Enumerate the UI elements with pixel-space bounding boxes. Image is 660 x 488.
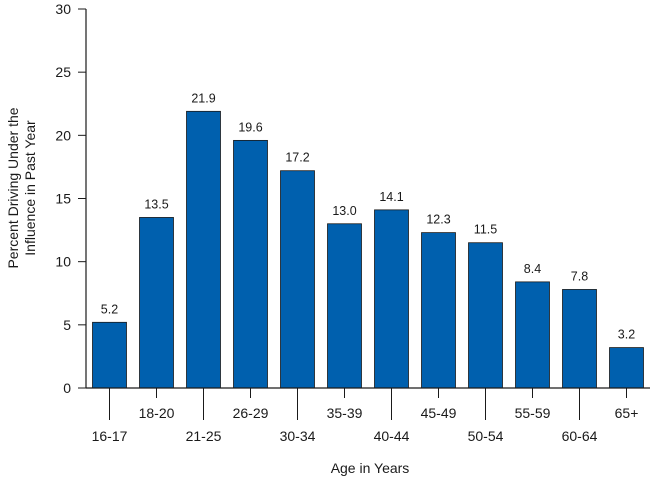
- data-label-50-54: 11.5: [474, 223, 497, 237]
- y-tick-label: 10: [55, 254, 71, 270]
- x-tick-label-65+: 65+: [615, 405, 639, 421]
- data-label-30-34: 17.2: [285, 151, 309, 165]
- y-axis-title-text: Percent Driving Under theInfluence in Pa…: [5, 107, 38, 268]
- x-tick-label-40-44: 40-44: [374, 428, 410, 444]
- data-label-16-17: 5.2: [101, 302, 118, 316]
- y-axis-title: Percent Driving Under theInfluence in Pa…: [5, 107, 38, 268]
- x-axis: 16-17 18-20 21-25 26-29 30-34 35-39 40-44 45-49…: [86, 387, 650, 444]
- x-tick-label-45-49: 45-49: [421, 405, 457, 421]
- data-label-18-20: 13.5: [144, 197, 168, 211]
- y-tick-label: 25: [55, 64, 71, 80]
- y-axis: 0 5 10 15 20 25 30: [55, 1, 87, 396]
- x-axis-title: Age in Years: [331, 460, 410, 476]
- x-tick-label-60-64: 60-64: [562, 428, 598, 444]
- bar-50-54: [468, 242, 503, 389]
- x-tick-label-50-54: 50-54: [468, 428, 504, 444]
- bar-21-25: [186, 110, 221, 389]
- data-labels-group: 5.2 13.5 21.9 19.6 17.2 13.0 14.1 12.3 11.5 8.4 7.…: [101, 91, 635, 341]
- y-tick-label: 15: [55, 191, 71, 207]
- data-label-40-44: 14.1: [379, 190, 403, 204]
- x-tick-label-55-59: 55-59: [515, 405, 551, 421]
- data-label-55-59: 8.4: [524, 262, 541, 276]
- y-axis-title-line: Percent Driving Under the: [5, 107, 21, 268]
- data-label-60-64: 7.8: [571, 269, 588, 283]
- bar-60-64: [562, 289, 597, 389]
- bar-35-39: [327, 223, 362, 389]
- x-tick-label-26-29: 26-29: [233, 405, 269, 421]
- y-tick-label: 0: [63, 380, 71, 396]
- x-tick-label-35-39: 35-39: [327, 405, 363, 421]
- bar-18-20: [139, 217, 174, 389]
- bar-55-59: [515, 281, 550, 389]
- y-tick-label: 30: [55, 1, 71, 17]
- bar-65+: [609, 347, 644, 389]
- y-tick-label: 5: [63, 317, 71, 333]
- bar-30-34: [280, 170, 315, 389]
- bar-16-17: [92, 321, 127, 389]
- x-tick-label-18-20: 18-20: [139, 405, 175, 421]
- bar-40-44: [374, 209, 409, 389]
- data-label-26-29: 19.6: [238, 120, 262, 134]
- x-tick-label-30-34: 30-34: [280, 428, 316, 444]
- x-tick-label-16-17: 16-17: [92, 428, 128, 444]
- y-axis-title-line: Influence in Past Year: [22, 120, 38, 256]
- data-label-21-25: 21.9: [191, 91, 215, 105]
- data-label-35-39: 13.0: [332, 204, 356, 218]
- y-tick-label: 20: [55, 127, 71, 143]
- x-tick-label-21-25: 21-25: [186, 428, 222, 444]
- bar-26-29: [233, 139, 268, 389]
- bars-group: [92, 110, 644, 389]
- data-label-65+: 3.2: [618, 328, 635, 342]
- bar-45-49: [421, 232, 456, 389]
- data-label-45-49: 12.3: [426, 213, 450, 227]
